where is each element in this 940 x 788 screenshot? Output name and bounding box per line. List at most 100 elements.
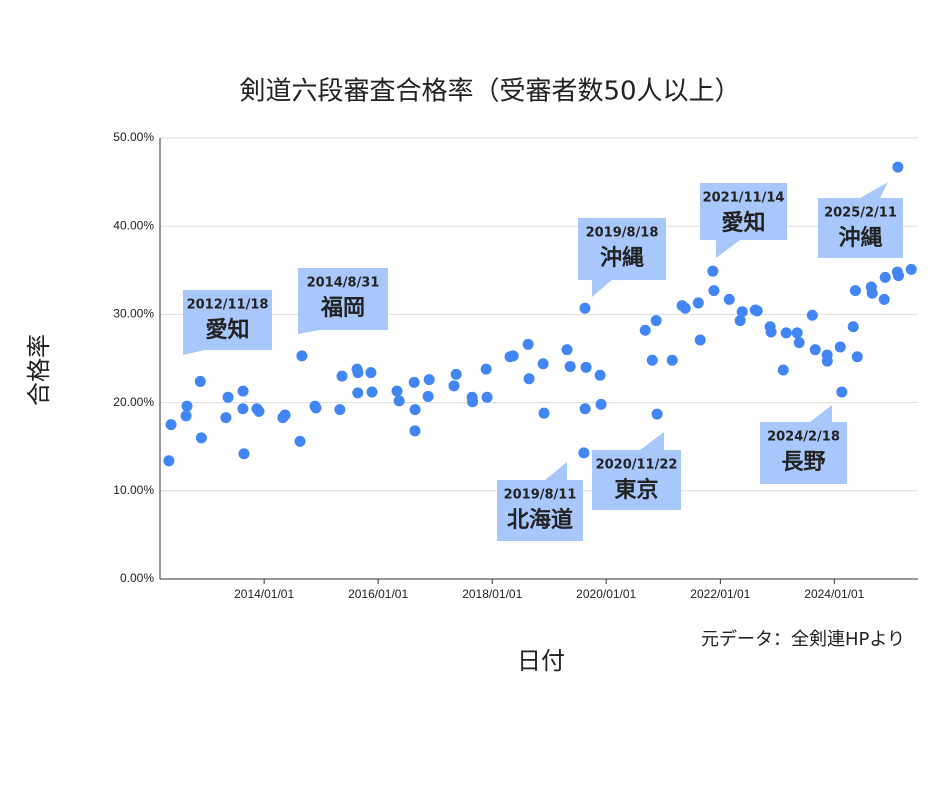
y-tick-label: 0.00% (120, 571, 154, 585)
callout-tail (860, 182, 888, 198)
x-tick-label: 2018/01/01 (462, 587, 522, 601)
data-point (579, 302, 591, 314)
callout-place: 愛知 (721, 210, 765, 236)
data-point (480, 363, 492, 375)
data-point (237, 385, 249, 397)
data-point (467, 396, 479, 408)
data-point (352, 367, 364, 379)
callout-tail (716, 240, 740, 258)
data-point (723, 293, 735, 305)
data-point (522, 338, 534, 350)
callout-box (183, 290, 272, 350)
data-point (849, 285, 861, 297)
data-point (905, 263, 917, 275)
data-point (334, 404, 346, 416)
data-point (847, 321, 859, 333)
chart-title: 剣道六段審査合格率（受審者数50人以上） (239, 77, 740, 107)
callout-place: 沖縄 (600, 246, 644, 271)
callout: 2019/8/11 北海道 (497, 462, 583, 541)
callout-date: 2019/8/11 (504, 488, 577, 503)
data-point (777, 364, 789, 376)
y-tick-label: 20.00% (113, 395, 154, 409)
data-point (650, 315, 662, 327)
data-point (220, 412, 232, 424)
callout-box (592, 450, 681, 510)
data-point (523, 373, 535, 385)
callout-date: 2021/11/14 (703, 191, 785, 206)
data-point (448, 380, 460, 392)
data-point (237, 403, 249, 415)
x-tick-label: 2024/01/01 (804, 587, 864, 601)
callout-tail (545, 462, 567, 480)
data-point (734, 315, 746, 327)
data-point (866, 287, 878, 299)
callout-tail (810, 405, 832, 422)
data-point (707, 265, 719, 277)
data-point (194, 375, 206, 387)
data-point (879, 271, 891, 283)
x-tick-label: 2020/01/01 (576, 587, 636, 601)
data-point (393, 395, 405, 407)
data-point (679, 302, 691, 314)
data-point (365, 367, 377, 379)
data-point (708, 285, 720, 297)
callout-place: 長野 (781, 450, 825, 475)
x-tick-label: 2016/01/01 (348, 587, 408, 601)
data-point (594, 369, 606, 381)
data-point (892, 270, 904, 282)
data-point (639, 324, 651, 336)
callout-box (818, 198, 903, 258)
callout-date: 2024/2/18 (767, 430, 840, 445)
data-point (507, 350, 519, 362)
data-point (163, 455, 175, 467)
data-point (537, 358, 549, 370)
data-point (793, 337, 805, 349)
data-point (195, 432, 207, 444)
data-point (181, 400, 193, 412)
data-point (834, 341, 846, 353)
data-point (450, 368, 462, 380)
data-point (222, 391, 234, 403)
data-point (294, 435, 306, 447)
x-axis-label: 日付 (517, 647, 565, 675)
data-point (892, 161, 904, 173)
callout-tail (592, 280, 612, 297)
callout: 2025/2/11 沖縄 (818, 182, 903, 258)
data-point (310, 402, 322, 414)
data-point (481, 391, 493, 403)
data-point (651, 408, 663, 420)
callout: 2012/11/18 愛知 (183, 290, 272, 355)
data-point (692, 297, 704, 309)
callout: 2020/11/22 東京 (592, 432, 681, 510)
callout-place: 福岡 (320, 296, 365, 321)
data-point (180, 410, 192, 422)
callout-place: 北海道 (507, 507, 573, 533)
data-point (646, 354, 658, 366)
data-point (821, 355, 833, 367)
data-point (422, 390, 434, 402)
data-point (538, 407, 550, 419)
data-point (736, 306, 748, 318)
x-tick-label: 2022/01/01 (690, 587, 750, 601)
data-point (694, 334, 706, 346)
data-point (409, 425, 421, 437)
data-point (279, 409, 291, 421)
data-point (878, 293, 890, 305)
callout-date: 2019/8/18 (586, 226, 659, 241)
data-point (809, 344, 821, 356)
data-point (408, 376, 420, 388)
y-tick-label: 30.00% (113, 307, 154, 321)
data-point (336, 370, 348, 382)
data-point (561, 344, 573, 356)
callout-box (578, 218, 666, 280)
callout-tail (640, 432, 664, 450)
data-point (423, 374, 435, 386)
callout-date: 2014/8/31 (307, 276, 380, 291)
data-point (595, 398, 607, 410)
callout: 2019/8/18 沖縄 (578, 218, 666, 297)
x-tick-label: 2014/01/01 (234, 587, 294, 601)
data-point (780, 327, 792, 339)
y-tick-label: 50.00% (113, 130, 154, 144)
data-point (751, 305, 763, 317)
